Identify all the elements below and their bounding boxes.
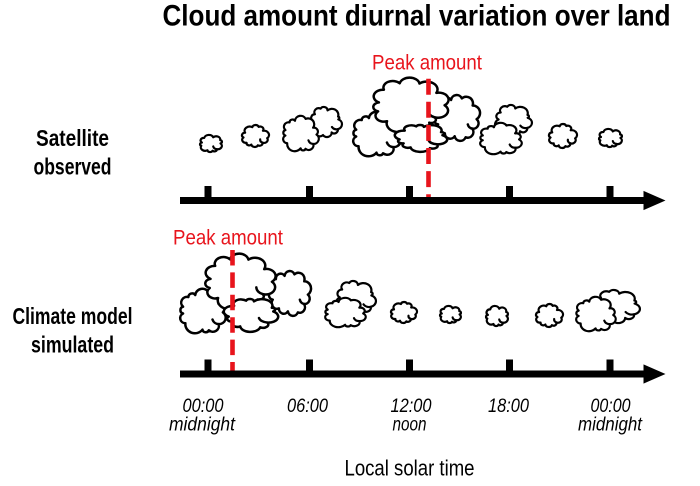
svg-text:Climate model: Climate model (13, 303, 133, 329)
svg-text:Peak amount: Peak amount (372, 51, 482, 75)
svg-text:Cloud amount diurnal variation: Cloud amount diurnal variation over land (163, 0, 671, 33)
svg-text:18:00: 18:00 (488, 396, 529, 417)
svg-text:Satellite: Satellite (36, 125, 109, 151)
svg-text:00:00: 00:00 (183, 396, 224, 417)
svg-text:midnight: midnight (578, 415, 643, 436)
svg-text:observed: observed (34, 154, 112, 180)
svg-text:00:00: 00:00 (591, 396, 631, 417)
svg-text:12:00: 12:00 (391, 396, 432, 417)
svg-text:simulated: simulated (31, 331, 114, 357)
svg-text:Local solar time: Local solar time (345, 455, 475, 480)
svg-text:06:00: 06:00 (287, 396, 328, 417)
svg-text:midnight: midnight (169, 415, 236, 436)
svg-text:noon: noon (393, 415, 427, 436)
svg-text:Peak amount: Peak amount (173, 225, 283, 249)
